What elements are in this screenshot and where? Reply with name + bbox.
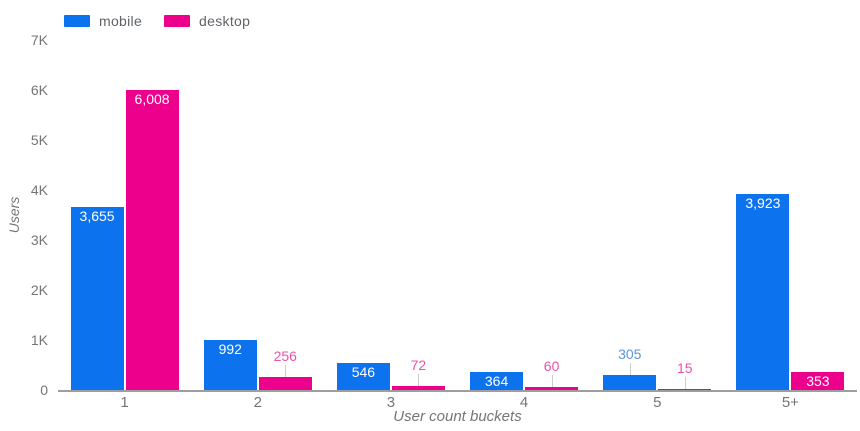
plot-area: 3,655 6,008 992 256 546 72 364 60 305 15 3,923 353 bbox=[58, 40, 857, 392]
y-tick-label-1K: 1K bbox=[30, 332, 48, 348]
x-tick-label-3: 3 bbox=[386, 394, 396, 411]
bar-value-label: 305 bbox=[618, 345, 642, 362]
bar-mobile-3[interactable] bbox=[336, 362, 390, 390]
bar-value-label: 256 bbox=[273, 348, 297, 365]
label-connector bbox=[684, 377, 686, 389]
y-tick-label-4K: 4K bbox=[30, 182, 48, 198]
bar-value-label: 364 bbox=[484, 372, 509, 389]
bar-value-label: 3,655 bbox=[79, 208, 115, 225]
y-tick-label-0: 0 bbox=[40, 382, 48, 398]
bar-value-label: 3,923 bbox=[745, 194, 781, 211]
bar-value-label: 546 bbox=[351, 363, 376, 380]
x-tick-label-1: 1 bbox=[120, 394, 129, 411]
label-connector bbox=[285, 365, 287, 378]
legend-item-mobile[interactable]: mobile bbox=[64, 13, 142, 29]
label-connector bbox=[418, 374, 420, 387]
bar-value-label: 353 bbox=[806, 373, 830, 390]
bar-desktop-5[interactable] bbox=[658, 389, 712, 390]
x-tick-label-4: 4 bbox=[519, 394, 529, 411]
bar-mobile-4[interactable] bbox=[470, 371, 524, 390]
x-tick-label-5: 5 bbox=[653, 394, 662, 411]
y-tick-label-3K: 3K bbox=[30, 232, 48, 248]
bar-desktop-4[interactable] bbox=[525, 387, 579, 390]
bar-value-label: 15 bbox=[676, 360, 693, 376]
desktop-legend-swatch bbox=[164, 15, 191, 27]
bar-value-label: 72 bbox=[410, 357, 427, 374]
label-connector bbox=[551, 375, 553, 387]
bar-desktop-5+[interactable] bbox=[791, 372, 845, 390]
label-connector bbox=[629, 362, 631, 375]
bar-mobile-2[interactable] bbox=[203, 340, 257, 390]
y-tick-label-7K: 7K bbox=[30, 32, 48, 48]
bar-value-label: 992 bbox=[218, 341, 242, 358]
x-tick-label-2: 2 bbox=[253, 394, 262, 411]
legend-item-desktop[interactable]: desktop bbox=[164, 13, 250, 29]
y-axis-title: Users bbox=[6, 196, 22, 234]
chart-legend: mobile desktop bbox=[64, 13, 250, 29]
legend-label: desktop bbox=[199, 13, 251, 29]
bar-desktop-1[interactable] bbox=[125, 89, 179, 390]
x-axis-title: User count buckets bbox=[393, 408, 522, 425]
legend-label: mobile bbox=[99, 13, 143, 29]
y-tick-label-5K: 5K bbox=[30, 132, 48, 148]
bar-mobile-5+[interactable] bbox=[736, 193, 790, 390]
bar-desktop-2[interactable] bbox=[258, 377, 312, 390]
bar-value-label: 6,008 bbox=[134, 90, 170, 107]
bar-mobile-5[interactable] bbox=[603, 374, 657, 390]
bar-mobile-1[interactable] bbox=[70, 207, 124, 390]
y-tick-label-2K: 2K bbox=[30, 282, 48, 298]
mobile-legend-swatch bbox=[64, 15, 90, 27]
bar-value-label: 60 bbox=[543, 358, 560, 374]
bar-desktop-3[interactable] bbox=[391, 386, 445, 390]
x-tick-label-5+: 5+ bbox=[781, 394, 799, 411]
y-tick-label-6K: 6K bbox=[30, 82, 48, 98]
